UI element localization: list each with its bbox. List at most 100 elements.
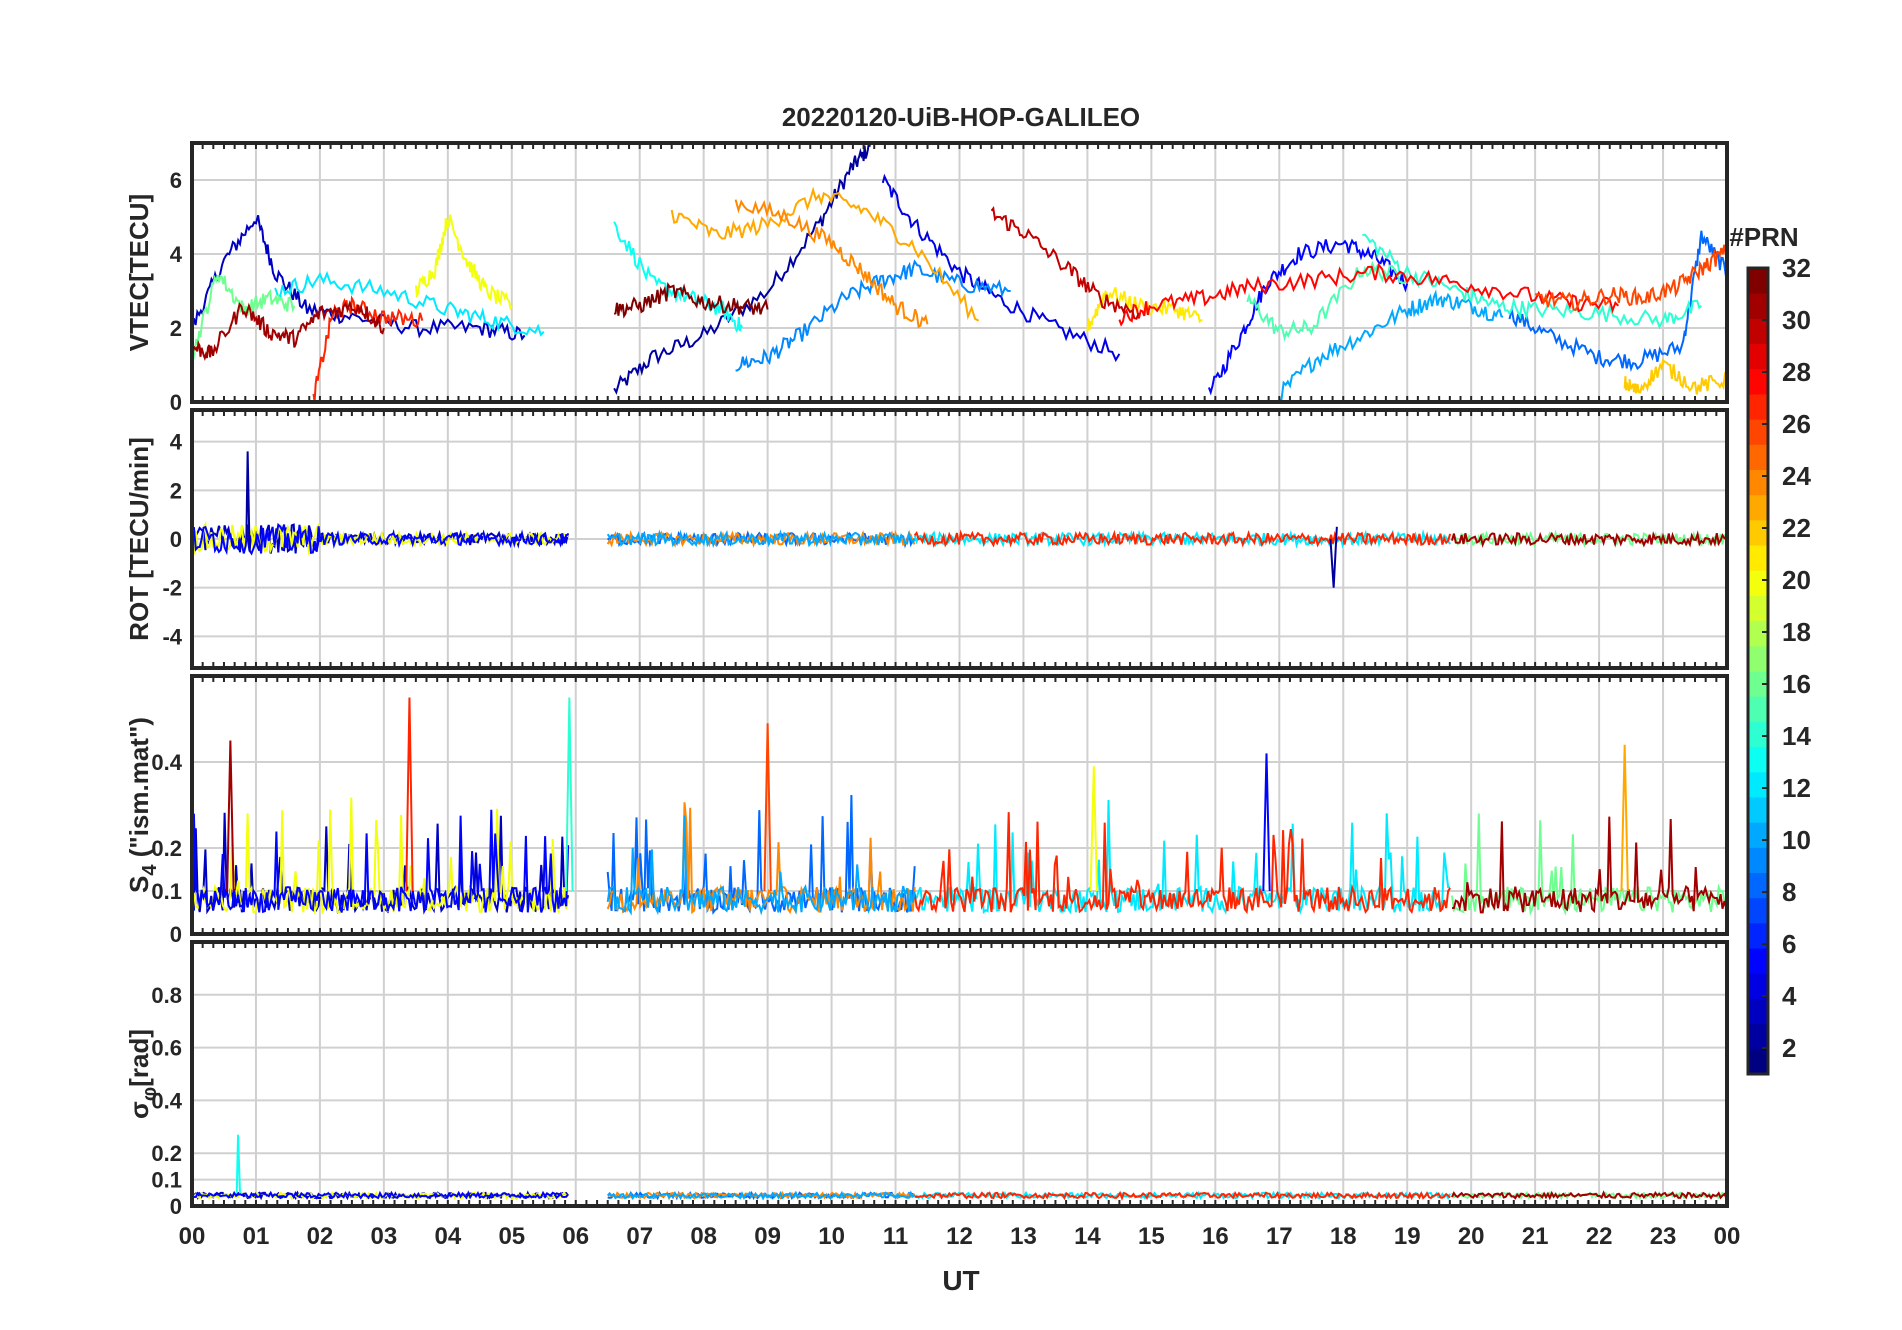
- colorbar-tick-label: 12: [1782, 773, 1811, 803]
- y-tick-label: 0.6: [151, 1036, 182, 1061]
- series-line-prn-9: [735, 259, 1011, 372]
- colorbar-segment: [1748, 897, 1768, 924]
- colorbar-tick-label: 24: [1782, 461, 1811, 491]
- series-line-prn-15: [1246, 260, 1409, 342]
- x-tick-label: 01: [243, 1223, 270, 1250]
- colorbar-tick-label: 18: [1782, 617, 1811, 647]
- trace-prn-27: [913, 529, 1452, 548]
- colorbar-segment: [1748, 620, 1768, 647]
- x-tick-label: 21: [1522, 1223, 1549, 1250]
- y-tick-label: 0: [170, 922, 182, 947]
- trace-prn-20: [192, 797, 570, 915]
- y-label-main: S: [124, 876, 154, 893]
- rot-spike-max: [245, 451, 251, 552]
- y-axis-label: ROT [TECU/min]: [124, 437, 154, 641]
- x-tick-label: 11: [883, 1223, 908, 1250]
- colorbar-tick-label: 6: [1782, 929, 1796, 959]
- colorbar-segment: [1748, 721, 1768, 748]
- series-line-prn-30: [990, 205, 1140, 320]
- colorbar-segment: [1748, 545, 1768, 571]
- colorbar-segment: [1748, 696, 1768, 722]
- y-label-sub: φ: [139, 1087, 161, 1101]
- colorbar-segment: [1748, 419, 1768, 445]
- s4-spike: [565, 697, 574, 892]
- data-lines: [192, 451, 1727, 588]
- x-tick-label: 22: [1586, 1223, 1613, 1250]
- series-line-prn-20: [414, 214, 513, 311]
- colorbar-segment: [1748, 595, 1768, 622]
- trace-prn-27: [913, 812, 1451, 915]
- trace-prn-10: [606, 529, 916, 549]
- data-lines: [192, 143, 1727, 402]
- y-tick-label: 0.2: [151, 1141, 182, 1166]
- y-tick-label: 0.1: [151, 879, 182, 904]
- series-line-prn-3: [192, 215, 526, 342]
- series-line-prn-16: [192, 274, 296, 365]
- y-tick-label: 4: [170, 242, 183, 267]
- series-line-prn-2: [613, 143, 871, 395]
- s4-spike: [1620, 744, 1629, 892]
- s4-spike: [1089, 766, 1099, 892]
- series-line-prn-8: [1508, 230, 1727, 373]
- s4-spike: [763, 723, 772, 892]
- rot-spike-min: [1329, 526, 1338, 588]
- x-tick-label: 05: [498, 1223, 525, 1250]
- series-line-prn-26: [1535, 244, 1727, 312]
- x-tick-label: 12: [946, 1223, 973, 1250]
- x-tick-label: 07: [626, 1223, 653, 1250]
- colorbar-tick-label: 30: [1782, 305, 1811, 335]
- panel-S4: 0 0.1 0.2 0.4 S4 ("ism.mat"): [124, 674, 1729, 947]
- series-line-prn-24: [734, 199, 929, 329]
- series-line-prn-10: [1278, 289, 1504, 402]
- colorbar-segment: [1748, 393, 1768, 420]
- y-tick-label: 0.4: [151, 1088, 182, 1113]
- colorbar-segment: [1748, 822, 1768, 848]
- trace-prn-5: [192, 522, 569, 556]
- series-line-prn-12: [274, 270, 545, 337]
- colorbar-tick-label: 28: [1782, 357, 1811, 387]
- panel-VTEC: 0 2 4 6 VTEC[TECU]: [124, 141, 1729, 415]
- colorbar-segment: [1748, 444, 1768, 470]
- y-axis-label: σφ[rad]: [124, 1029, 161, 1119]
- panel-ROT: -4 -2 0 2 4 ROT [TECU/min]: [124, 408, 1729, 670]
- y-tick-label: 0.8: [151, 983, 182, 1008]
- colorbar-tick-label: 4: [1782, 981, 1797, 1011]
- colorbar-tick-label: 2: [1782, 1033, 1796, 1063]
- data-lines: [192, 1134, 1727, 1201]
- colorbar-segment: [1748, 1023, 1768, 1050]
- x-tick-label: 00: [179, 1223, 206, 1250]
- x-tick-label: 06: [562, 1223, 589, 1250]
- x-tick-label: 18: [1330, 1223, 1357, 1250]
- x-tick-label: 00: [1714, 1223, 1741, 1250]
- colorbar-segment: [1748, 847, 1768, 873]
- y-tick-label: 0.4: [151, 750, 182, 775]
- y-tick-label: 0.2: [151, 836, 182, 861]
- series-line-prn-22: [1623, 358, 1727, 395]
- y-tick-label: 0: [170, 390, 182, 415]
- figure-title: 20220120-UiB-HOP-GALILEO: [782, 102, 1140, 132]
- colorbar-segment: [1748, 469, 1768, 496]
- x-tick-label: 15: [1138, 1223, 1165, 1250]
- colorbar-segment: [1748, 343, 1768, 370]
- series-line-prn-31: [192, 300, 385, 361]
- y-axis-label: VTEC[TECU]: [124, 194, 154, 351]
- colorbar-segment: [1748, 318, 1768, 345]
- x-tick-label: 09: [754, 1223, 781, 1250]
- x-tick-label: 10: [818, 1223, 845, 1250]
- x-tick-label: 08: [690, 1223, 717, 1250]
- x-tick-label: 13: [1010, 1223, 1037, 1250]
- colorbar-segment: [1748, 671, 1768, 697]
- y-label-sub: 4: [139, 864, 161, 876]
- colorbar-segment: [1748, 771, 1768, 798]
- s4-spike: [226, 740, 235, 892]
- x-tick-label: 14: [1074, 1223, 1101, 1250]
- y-tick-label: 0: [170, 1194, 182, 1219]
- colorbar-segment: [1748, 872, 1768, 899]
- trace-prn-31: [1451, 530, 1727, 548]
- colorbar-segment: [1748, 922, 1768, 949]
- y-label-rest: ("ism.mat"): [124, 717, 154, 864]
- colorbar-frame: [1746, 266, 1770, 1076]
- colorbar-segment: [1748, 293, 1768, 319]
